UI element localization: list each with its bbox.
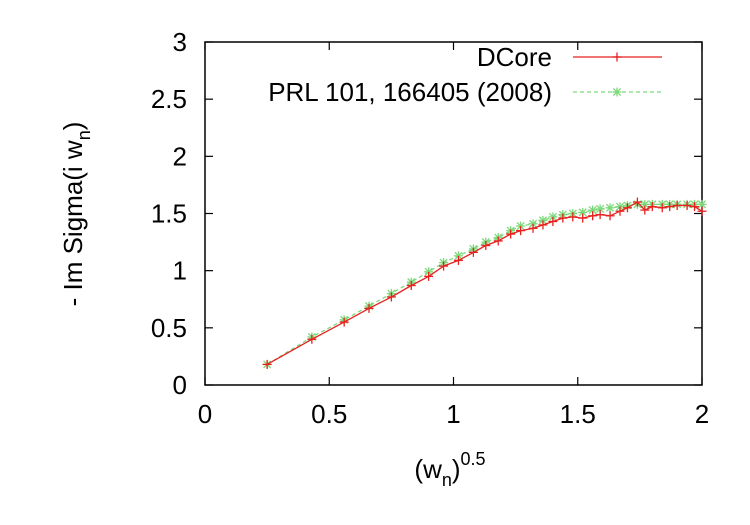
plus-marker xyxy=(568,212,578,222)
y-tick-label: 0.5 xyxy=(151,313,187,343)
star-marker xyxy=(528,219,538,229)
plus-marker xyxy=(690,202,700,212)
x-tick-label: 0 xyxy=(198,399,212,429)
plus-marker xyxy=(558,213,568,223)
y-tick-label: 2 xyxy=(173,141,187,171)
plus-marker xyxy=(578,213,588,223)
series-1 xyxy=(262,199,707,369)
plus-marker xyxy=(481,241,491,251)
plus-marker xyxy=(516,226,526,236)
star-marker xyxy=(605,203,615,213)
y-tick-label: 0 xyxy=(173,370,187,400)
x-tick-label: 1.5 xyxy=(560,399,596,429)
plus-marker xyxy=(424,271,434,281)
y-axis-ticks: 0 0.5 1 1.5 2 2.5 3 xyxy=(151,27,702,400)
plus-marker xyxy=(406,281,416,291)
plus-marker xyxy=(632,197,642,207)
x-tick-label: 0.5 xyxy=(311,399,347,429)
plus-marker xyxy=(528,223,538,233)
x-tick-label: 1 xyxy=(446,399,460,429)
plus-marker xyxy=(386,292,396,302)
series-layer xyxy=(262,197,707,369)
plus-marker xyxy=(605,211,615,221)
plus-marker xyxy=(647,202,657,212)
plus-marker xyxy=(665,202,675,212)
series-line xyxy=(266,201,703,365)
plus-marker xyxy=(588,211,598,221)
plus-marker xyxy=(307,334,317,344)
star-marker xyxy=(548,212,558,222)
plus-marker xyxy=(548,217,558,227)
plus-marker xyxy=(493,236,503,246)
plus-marker xyxy=(339,317,349,327)
legend-label: DCore xyxy=(477,42,552,72)
plus-marker xyxy=(640,205,650,215)
plus-marker xyxy=(657,203,667,213)
plus-marker xyxy=(612,52,622,62)
legend: DCore PRL 101, 166405 (2008) xyxy=(268,42,662,107)
plus-marker xyxy=(622,203,632,213)
series-0 xyxy=(262,197,707,369)
plus-marker xyxy=(468,247,478,257)
y-tick-label: 3 xyxy=(173,27,187,57)
y-axis-label: - Im Sigma(i wn) xyxy=(58,122,94,307)
plus-marker xyxy=(453,255,463,265)
y-tick-label: 1 xyxy=(173,256,187,286)
plus-marker xyxy=(364,303,374,313)
plus-marker xyxy=(262,359,272,369)
plus-marker xyxy=(506,229,516,239)
legend-label: PRL 101, 166405 (2008) xyxy=(268,77,552,107)
plus-marker xyxy=(439,261,449,271)
plus-marker xyxy=(672,200,682,210)
plus-marker xyxy=(697,206,707,216)
plus-marker xyxy=(538,220,548,230)
x-tick-label: 2 xyxy=(695,399,709,429)
x-axis-label: (wn)0.5 xyxy=(414,449,485,490)
plus-marker xyxy=(682,200,692,210)
y-tick-label: 1.5 xyxy=(151,199,187,229)
plus-marker xyxy=(615,206,625,216)
y-tick-label: 2.5 xyxy=(151,84,187,114)
x-axis-ticks: 0 0.5 1 1.5 2 xyxy=(198,42,709,429)
series-line xyxy=(266,203,702,365)
plus-marker xyxy=(595,210,605,220)
star-marker xyxy=(612,87,622,97)
